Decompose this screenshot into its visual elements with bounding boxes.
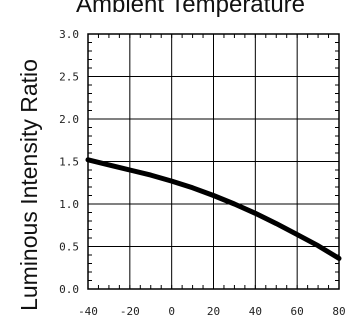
x-tick-label: -20 <box>120 305 140 318</box>
grid <box>87 33 340 290</box>
series-line <box>85 157 342 261</box>
y-tick-label: 0.0 <box>59 283 79 296</box>
x-tick-label: 20 <box>207 305 220 318</box>
chart-title: Ambient Temperature <box>76 0 305 18</box>
tick-labels: -40 -20 0 20 40 60 80 0.0 0.5 1.0 1.5 2.0 2.5 3.0 <box>59 28 346 318</box>
x-tick-label: 40 <box>249 305 262 318</box>
x-tick-label: 0 <box>168 305 175 318</box>
y-axis-label: Luminous Intensity Ratio <box>16 59 42 311</box>
x-tick-label: 80 <box>332 305 345 318</box>
series <box>85 157 342 261</box>
plot-frame <box>87 33 340 290</box>
y-tick-label: 1.0 <box>59 198 79 211</box>
y-tick-label: 2.5 <box>59 71 79 84</box>
y-tick-label: 3.0 <box>59 28 79 41</box>
y-tick-label: 1.5 <box>59 156 79 169</box>
y-tick-label: 2.0 <box>59 113 79 126</box>
x-tick-label: 60 <box>291 305 304 318</box>
x-tick-label: -40 <box>78 305 98 318</box>
y-tick-label: 0.5 <box>59 241 79 254</box>
